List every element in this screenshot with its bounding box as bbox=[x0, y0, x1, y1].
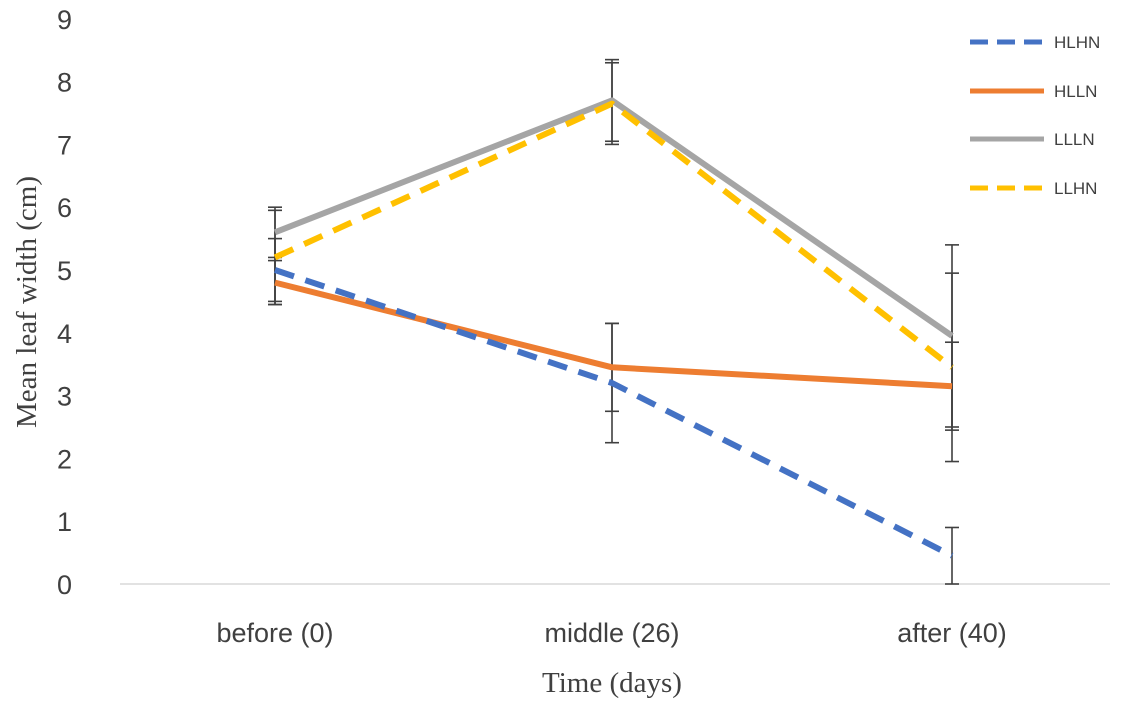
x-axis-ticks: before (0) middle (26) after (40) bbox=[216, 618, 1006, 648]
series-lines bbox=[273, 97, 954, 559]
series-line-llln bbox=[273, 97, 954, 339]
series-line-llhn bbox=[273, 100, 954, 370]
y-tick-label: 7 bbox=[57, 130, 72, 160]
legend: HLHN HLLN LLLN LLHN bbox=[970, 33, 1100, 198]
legend-label-hlhn: HLHN bbox=[1054, 33, 1100, 52]
x-tick-label: after (40) bbox=[897, 618, 1007, 648]
y-tick-label: 2 bbox=[57, 444, 72, 474]
y-tick-label: 0 bbox=[57, 570, 72, 600]
y-tick-label: 4 bbox=[57, 319, 72, 349]
y-tick-label: 8 bbox=[57, 68, 72, 98]
x-tick-label: middle (26) bbox=[544, 618, 679, 648]
y-tick-label: 1 bbox=[57, 507, 72, 537]
y-axis-ticks: 0 1 2 3 4 5 6 7 8 9 bbox=[57, 5, 72, 600]
legend-label-hlln: HLLN bbox=[1054, 82, 1097, 101]
x-tick-label: before (0) bbox=[216, 618, 333, 648]
y-axis-title: Mean leaf width (cm) bbox=[11, 176, 43, 428]
y-tick-label: 5 bbox=[57, 256, 72, 286]
series-line-hlln bbox=[274, 279, 953, 390]
y-tick-label: 6 bbox=[57, 193, 72, 223]
y-tick-label: 3 bbox=[57, 382, 72, 412]
x-axis-title: Time (days) bbox=[542, 667, 682, 699]
legend-label-llln: LLLN bbox=[1054, 130, 1095, 149]
y-tick-label: 9 bbox=[57, 5, 72, 35]
series-line-hlhn bbox=[274, 267, 954, 559]
legend-label-llhn: LLHN bbox=[1054, 179, 1097, 198]
